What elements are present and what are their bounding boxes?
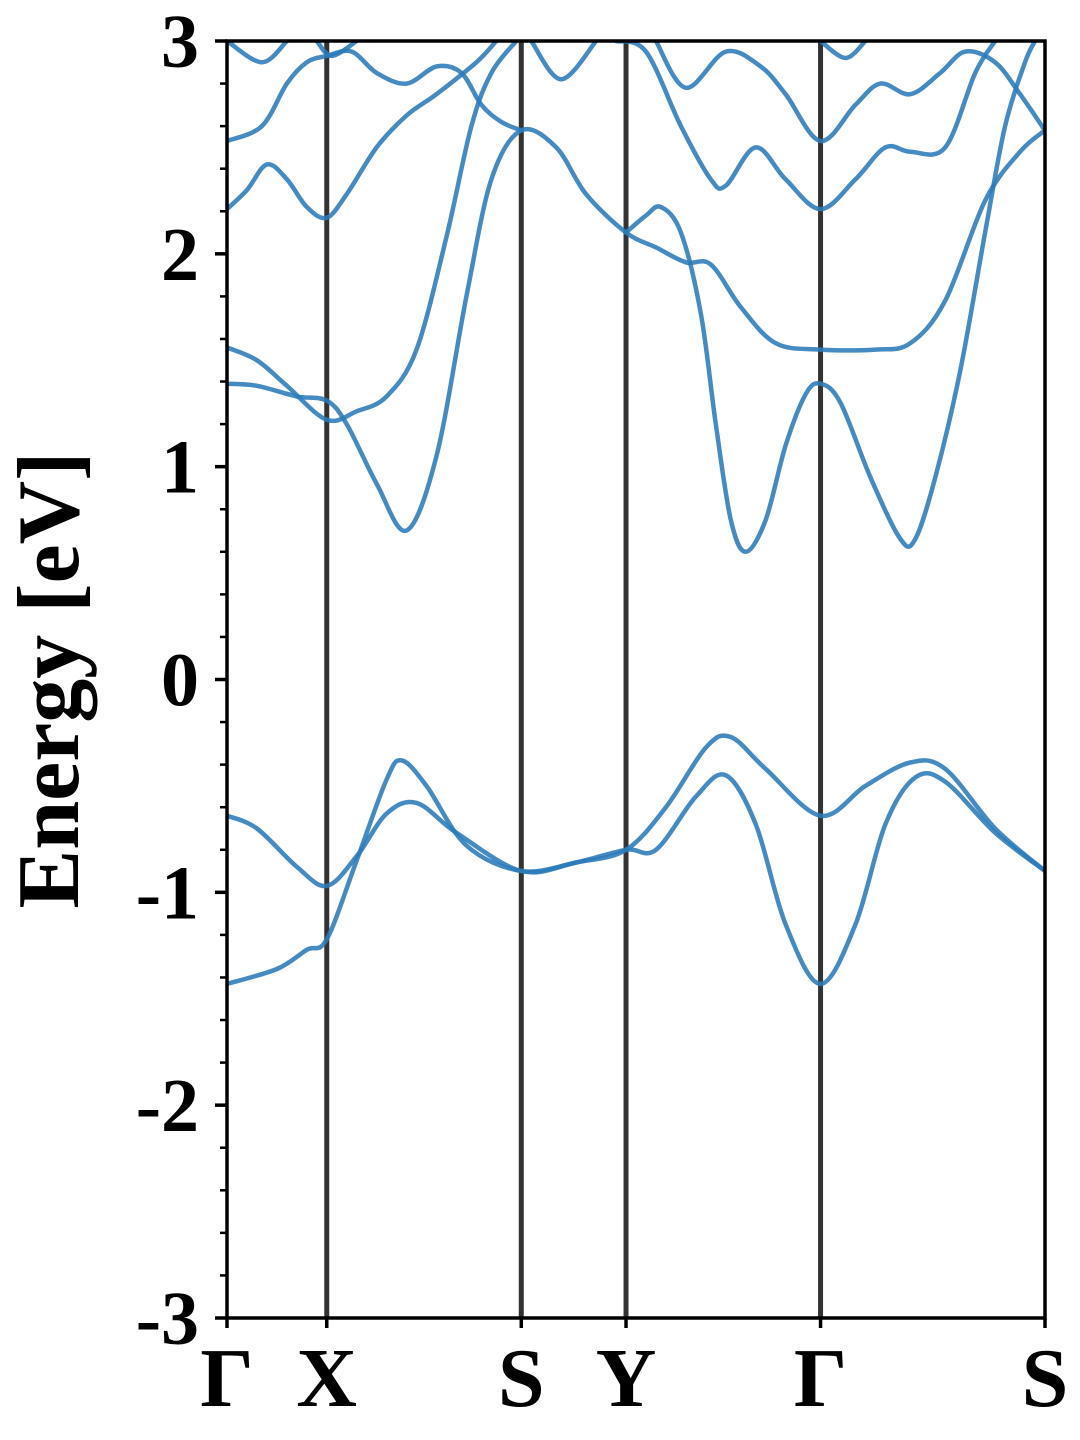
band-line-5 bbox=[613, 41, 998, 212]
band-line-12 bbox=[653, 41, 1045, 144]
y-tick-label: -2 bbox=[136, 1064, 199, 1148]
y-tick-label: -3 bbox=[136, 1277, 199, 1361]
y-tick-label: 1 bbox=[161, 426, 199, 510]
band-series-group bbox=[227, 41, 1045, 987]
y-tick-label: 3 bbox=[161, 0, 199, 84]
y-tick-label: 2 bbox=[161, 213, 199, 297]
band-line-10 bbox=[314, 41, 359, 59]
plot-frame bbox=[225, 39, 1047, 1320]
x-tick-label-4: Γ bbox=[794, 1332, 847, 1425]
x-tick-label-3: Y bbox=[596, 1332, 657, 1425]
band-line-4 bbox=[227, 41, 519, 424]
band-line-3 bbox=[227, 126, 1045, 533]
high-symmetry-lines bbox=[324, 41, 824, 1318]
x-tick-label-2: S bbox=[498, 1332, 545, 1425]
band-line-13 bbox=[818, 41, 868, 61]
band-line-2 bbox=[227, 733, 1045, 889]
y-axis-label: Energy [eV] bbox=[1, 452, 98, 909]
band-line-11 bbox=[529, 41, 599, 82]
band-line-6 bbox=[623, 41, 1038, 555]
band-line-1 bbox=[227, 757, 1045, 987]
y-ticks: -3 -2 -1 0 1 2 3 bbox=[136, 0, 227, 1361]
band-line-8 bbox=[227, 48, 524, 144]
x-tick-label-5: S bbox=[1022, 1332, 1069, 1425]
x-tick-label-0: Γ bbox=[200, 1332, 253, 1425]
x-tick-label-1: X bbox=[296, 1332, 357, 1425]
y-tick-label: -1 bbox=[136, 851, 199, 935]
band-line-9 bbox=[227, 41, 290, 65]
band-line-7 bbox=[227, 41, 499, 221]
y-tick-label: 0 bbox=[161, 639, 199, 723]
